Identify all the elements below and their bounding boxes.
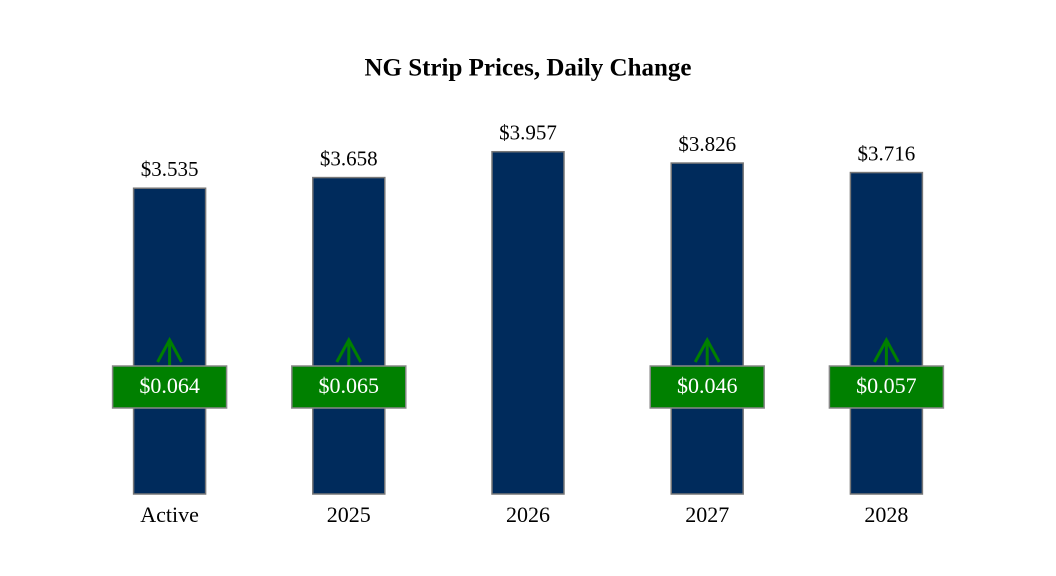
chart-title: NG Strip Prices, Daily Change	[364, 55, 691, 82]
value-label: $3.716	[858, 141, 916, 165]
change-box	[291, 365, 407, 409]
bar	[312, 176, 386, 495]
value-label: $3.535	[141, 157, 199, 181]
change-label: $0.064	[139, 373, 200, 398]
x-tick-label: 2027	[685, 502, 729, 527]
change-box	[111, 365, 228, 409]
bar	[849, 171, 924, 495]
value-label: $3.957	[499, 121, 557, 145]
x-tick-label: 2026	[506, 502, 550, 527]
value-label: $3.658	[320, 146, 378, 170]
bar	[670, 162, 744, 495]
change-label: $0.065	[319, 373, 380, 398]
up-arrow	[873, 336, 900, 366]
x-tick-label: 2025	[327, 502, 371, 527]
change-box	[828, 365, 945, 409]
up-arrow	[693, 336, 721, 366]
change-box	[649, 365, 765, 409]
up-arrow	[335, 336, 363, 366]
x-tick-label: 2028	[864, 502, 908, 527]
change-label: $0.057	[856, 373, 917, 398]
change-label: $0.046	[677, 373, 738, 398]
bar	[491, 150, 565, 495]
x-tick-label: Active	[140, 502, 199, 527]
value-label: $3.826	[678, 132, 736, 156]
up-arrow	[156, 336, 183, 366]
